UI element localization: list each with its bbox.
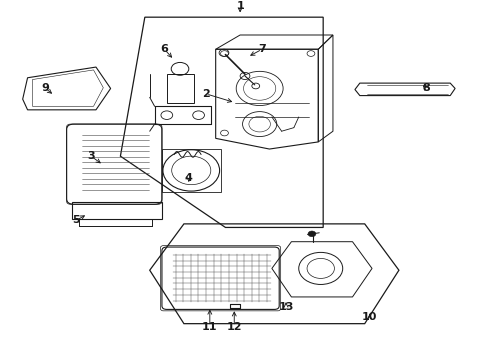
Text: 6: 6 <box>160 44 169 54</box>
Bar <box>162 149 220 192</box>
Text: 9: 9 <box>42 84 49 94</box>
Text: 10: 10 <box>362 312 377 322</box>
Text: 2: 2 <box>202 89 210 99</box>
Text: 13: 13 <box>278 302 294 311</box>
Text: 5: 5 <box>73 215 80 225</box>
Text: 12: 12 <box>226 321 242 332</box>
Text: 4: 4 <box>185 172 193 183</box>
Text: 1: 1 <box>236 1 244 12</box>
Circle shape <box>252 83 260 89</box>
Circle shape <box>308 231 316 237</box>
Text: 7: 7 <box>258 44 266 54</box>
Circle shape <box>240 72 250 80</box>
Circle shape <box>219 49 229 57</box>
Text: 8: 8 <box>422 84 430 94</box>
Bar <box>167 74 194 103</box>
Text: 11: 11 <box>202 321 218 332</box>
Text: 3: 3 <box>87 151 95 161</box>
